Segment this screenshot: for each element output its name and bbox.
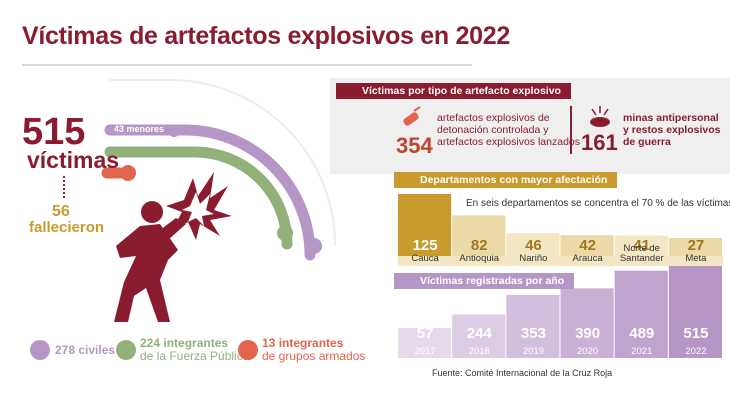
legend-fuerza-publica: 224 integrantes de la Fuerza Pública — [140, 336, 250, 363]
year-label-4: 2021 — [631, 346, 652, 357]
arc-faint-outer — [109, 79, 336, 246]
title-divider — [22, 64, 472, 66]
year-label-2: 2019 — [523, 346, 544, 357]
arc-fuerza-publica — [104, 146, 293, 250]
dept-label-2: Nariño — [519, 253, 548, 264]
year-value-1: 244 — [467, 325, 493, 342]
arc-end-civiles-icon — [306, 238, 322, 254]
year-value-5: 515 — [683, 325, 708, 342]
dept-label-5: Meta — [685, 253, 707, 264]
dept-bar-2 — [506, 233, 560, 256]
year-label-5: 2022 — [685, 346, 706, 357]
victims-arc-graphic — [101, 79, 336, 322]
injured-person-icon — [114, 201, 186, 322]
dept-value-2: 46 — [525, 237, 542, 254]
menores-icon — [168, 125, 180, 137]
dept-value-0: 125 — [413, 237, 438, 254]
landmine-icon — [590, 106, 610, 127]
by-year-chart: 57 2017 244 2018 353 2019 390 2020 489 2021 515 202… — [398, 266, 722, 358]
year-label-0: 2017 — [415, 346, 436, 357]
type-1-text: artefactos explosivos de detonación cont… — [437, 112, 580, 148]
dept-bar-3 — [560, 235, 614, 256]
total-victims-number: 515 — [22, 111, 86, 153]
year-bar-3 — [560, 288, 614, 358]
departments-chart: 125 82 46 42 41 27 — [398, 194, 723, 266]
year-bar-5 — [668, 266, 722, 358]
dept-label-3: Arauca — [572, 253, 603, 264]
page-title: Víctimas de artefactos explosivos en 202… — [22, 22, 510, 50]
year-value-0: 57 — [417, 325, 434, 342]
legend-civiles: 278 civiles — [55, 343, 116, 357]
year-value-3: 390 — [575, 325, 600, 342]
dept-value-4: 41 — [633, 237, 650, 254]
year-label-3: 2020 — [577, 346, 598, 357]
year-bar-2 — [506, 294, 560, 358]
dept-bar-5 — [668, 238, 722, 256]
by-year-tag: Víctimas registradas por año — [394, 273, 575, 289]
soldier-icon — [116, 340, 136, 360]
deaths-label: fallecieron — [29, 219, 105, 236]
year-bar-1 — [452, 314, 506, 358]
deaths-number: 56 — [52, 203, 70, 220]
dept-label-0: Cauca — [411, 253, 439, 264]
grenade-icon — [403, 106, 421, 126]
dotted-connector — [63, 176, 65, 198]
dept-label-4: Norte de Santander — [619, 243, 664, 264]
dept-value-3: 42 — [579, 237, 596, 254]
year-bar-4 — [614, 270, 668, 358]
dept-bar-0 — [398, 194, 452, 256]
type-1-number: 354 — [396, 133, 433, 158]
type-2-number: 161 — [581, 130, 618, 155]
total-victims-label: víctimas — [27, 147, 120, 173]
dept-bar-1 — [452, 215, 506, 256]
legend-grupos-armados: 13 integrantes de grupos armados — [262, 336, 366, 363]
dept-label-1: Antioquia — [459, 253, 500, 264]
arc-end-fuerza-icon — [277, 225, 293, 241]
dept-label-band — [398, 256, 723, 266]
dept-bar-4 — [614, 235, 668, 256]
by-type-tag: Víctimas por tipo de artefacto explosivo — [336, 83, 571, 99]
type-divider — [570, 106, 572, 154]
arc-civiles — [104, 124, 316, 261]
armed-group-icon — [238, 340, 258, 360]
dept-value-5: 27 — [688, 237, 705, 254]
arc-end-armados-icon — [120, 165, 136, 181]
year-label-1: 2018 — [469, 346, 490, 357]
arc-menores-label: 43 menores — [114, 124, 165, 134]
departments-note: En seis departamentos se concentra el 70… — [466, 198, 730, 209]
source-note: Fuente: Comité Internacional de la Cruz … — [432, 368, 613, 378]
departments-tag: Departamentos con mayor afectación — [394, 172, 618, 188]
dept-value-1: 82 — [471, 237, 488, 254]
year-value-2: 353 — [521, 325, 546, 342]
type-2-text: minas antipersonal y restos explosivos d… — [623, 112, 721, 148]
year-bar-0 — [398, 328, 452, 358]
person-icon — [30, 340, 50, 360]
year-value-4: 489 — [629, 325, 654, 342]
